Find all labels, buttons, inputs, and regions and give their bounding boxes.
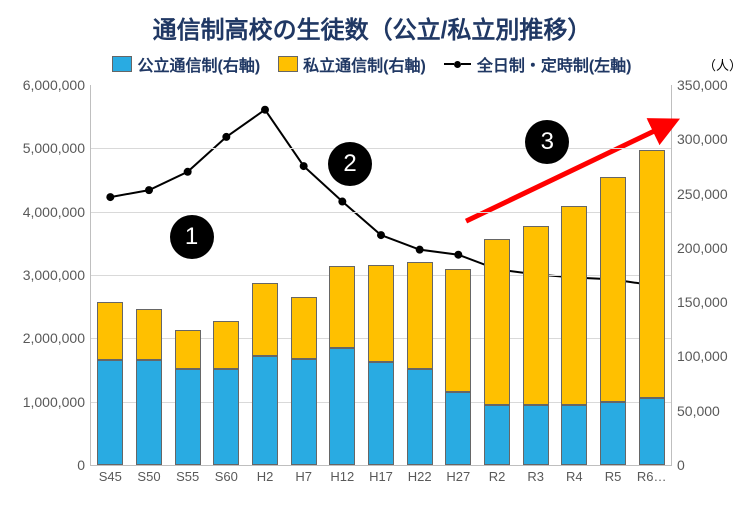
bar-private xyxy=(175,330,201,369)
annotation-badge: 1 xyxy=(170,215,214,259)
ytick-right: 150,000 xyxy=(677,294,744,310)
bar-private xyxy=(445,269,471,393)
bar-public xyxy=(600,402,626,465)
bar-public xyxy=(445,392,471,465)
trend-marker xyxy=(145,186,153,194)
xtick: H22 xyxy=(400,469,440,484)
annotation-badge: 3 xyxy=(525,120,569,164)
bar-public xyxy=(97,360,123,465)
bar-private xyxy=(213,321,239,370)
gridline xyxy=(91,148,671,149)
trend-marker xyxy=(377,231,385,239)
bar-private xyxy=(407,262,433,369)
ytick-left: 4,000,000 xyxy=(0,204,85,220)
ytick-right: 200,000 xyxy=(677,240,744,256)
trend-marker xyxy=(222,133,230,141)
xtick: H2 xyxy=(245,469,285,484)
legend-item-private: 私立通信制(右軸) xyxy=(278,52,426,76)
bar-private xyxy=(291,297,317,359)
ytick-right: 50,000 xyxy=(677,403,744,419)
xtick: H17 xyxy=(361,469,401,484)
bar-private xyxy=(639,150,665,398)
bar-public xyxy=(368,362,394,465)
ytick-right: 300,000 xyxy=(677,131,744,147)
trend-marker xyxy=(300,162,308,170)
xtick: S60 xyxy=(206,469,246,484)
trend-marker xyxy=(416,246,424,254)
xtick: R3 xyxy=(516,469,556,484)
bar-public xyxy=(291,359,317,465)
xtick: R6… xyxy=(632,469,672,484)
xtick: S45 xyxy=(90,469,130,484)
xtick: S55 xyxy=(168,469,208,484)
trend-marker xyxy=(261,106,269,114)
bar-private xyxy=(329,266,355,347)
bar-public xyxy=(329,348,355,465)
bar-private xyxy=(252,283,278,357)
chart-container: 通信制高校の生徒数（公立/私立別推移） 公立通信制(右軸) 私立通信制(右軸) … xyxy=(0,0,744,512)
xtick: H27 xyxy=(438,469,478,484)
chart-title: 通信制高校の生徒数（公立/私立別推移） xyxy=(0,10,744,45)
bar-public xyxy=(561,405,587,465)
bar-private xyxy=(484,239,510,405)
ytick-left: 1,000,000 xyxy=(0,394,85,410)
xtick: R4 xyxy=(554,469,594,484)
xtick: H7 xyxy=(284,469,324,484)
ytick-left: 2,000,000 xyxy=(0,330,85,346)
bar-public xyxy=(407,369,433,465)
xtick: S50 xyxy=(129,469,169,484)
legend-item-line: 全日制・定時制(左軸) xyxy=(444,52,632,76)
bar-public xyxy=(136,360,162,465)
ytick-left: 3,000,000 xyxy=(0,267,85,283)
bar-public xyxy=(175,369,201,465)
bar-private xyxy=(136,309,162,360)
bar-public xyxy=(484,405,510,465)
xtick: R5 xyxy=(593,469,633,484)
bar-public xyxy=(523,405,549,465)
ytick-left: 0 xyxy=(0,457,85,473)
trend-marker xyxy=(106,193,114,201)
bar-private xyxy=(97,302,123,360)
legend-item-public: 公立通信制(右軸) xyxy=(112,52,260,76)
legend-label-private: 私立通信制(右軸) xyxy=(303,52,426,76)
ytick-left: 6,000,000 xyxy=(0,77,85,93)
trend-marker xyxy=(454,251,462,259)
legend-label-line: 全日制・定時制(左軸) xyxy=(477,52,632,76)
ytick-right: 250,000 xyxy=(677,186,744,202)
legend: 公立通信制(右軸) 私立通信制(右軸) 全日制・定時制(左軸) xyxy=(30,52,714,76)
bar-public xyxy=(639,398,665,465)
annotation-badge: 2 xyxy=(328,142,372,186)
ytick-right: 100,000 xyxy=(677,348,744,364)
xtick: R2 xyxy=(477,469,517,484)
legend-swatch-public xyxy=(112,56,132,72)
bar-public xyxy=(213,369,239,465)
bar-private xyxy=(561,206,587,406)
trend-marker xyxy=(338,198,346,206)
legend-label-public: 公立通信制(右軸) xyxy=(137,52,260,76)
plot-area: 01,000,0002,000,0003,000,0004,000,0005,0… xyxy=(90,85,672,466)
trend-marker xyxy=(184,168,192,176)
ytick-right: 350,000 xyxy=(677,77,744,93)
bar-private xyxy=(600,177,626,402)
xtick: H12 xyxy=(322,469,362,484)
legend-swatch-private xyxy=(278,56,298,72)
legend-line-icon xyxy=(444,61,472,68)
right-axis-unit: （人） xyxy=(703,55,742,74)
bar-private xyxy=(368,265,394,362)
ytick-left: 5,000,000 xyxy=(0,140,85,156)
ytick-right: 0 xyxy=(677,457,744,473)
bar-public xyxy=(252,356,278,465)
bar-private xyxy=(523,226,549,405)
